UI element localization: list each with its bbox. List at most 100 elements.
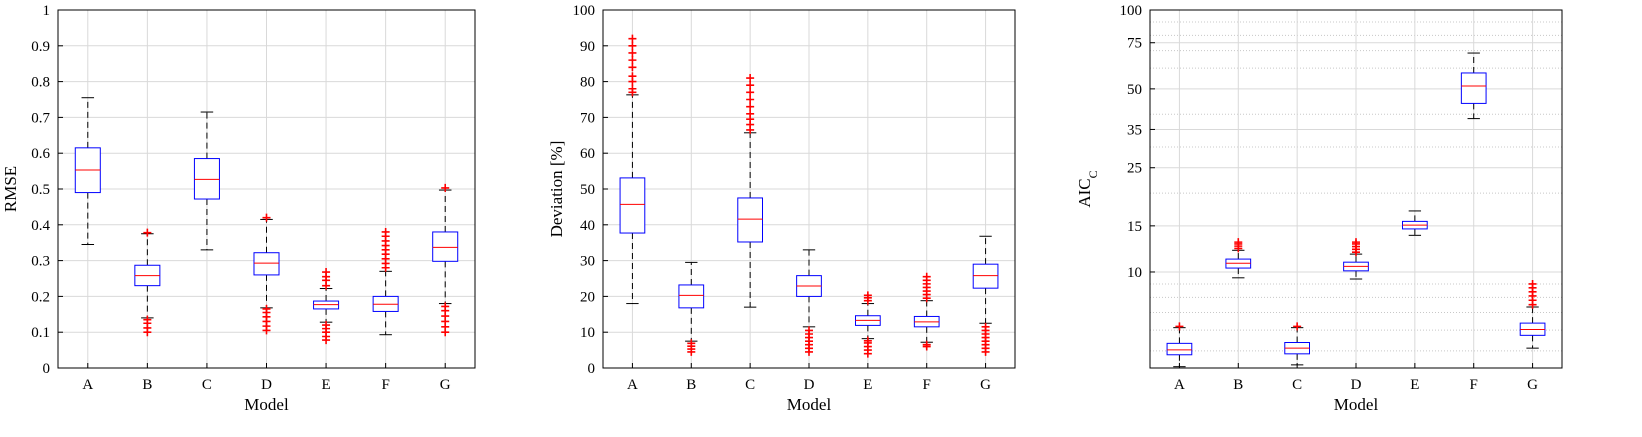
outlier-marker	[746, 109, 755, 118]
x-tick-label: D	[261, 377, 272, 393]
iqr-box	[1166, 342, 1193, 356]
outlier-marker	[628, 48, 637, 57]
axes-frame	[57, 9, 476, 369]
outlier-marker	[262, 213, 271, 222]
outlier-marker	[746, 74, 755, 83]
outlier-marker	[746, 81, 755, 90]
outlier-marker	[322, 321, 331, 330]
x-tick-label: F	[1470, 377, 1478, 393]
outlier-marker	[1352, 238, 1360, 247]
outlier-marker	[441, 183, 450, 192]
y-tick-label: 0.3	[31, 254, 50, 270]
outlier-marker	[981, 322, 990, 331]
iqr-box	[972, 263, 999, 289]
outlier-marker	[262, 304, 271, 313]
outlier-marker	[922, 340, 931, 349]
iqr-box	[619, 177, 646, 234]
iqr-box	[678, 284, 705, 309]
outlier-marker	[628, 84, 637, 93]
x-tick-label: C	[745, 377, 755, 393]
x-axis-label: Model	[1334, 395, 1379, 414]
outlier-marker	[143, 228, 152, 237]
outlier-marker	[143, 315, 152, 324]
iqr-box	[253, 252, 280, 276]
x-tick-label: B	[142, 377, 152, 393]
outlier-marker	[628, 56, 637, 65]
outlier-marker	[1234, 238, 1243, 247]
outlier-marker	[1175, 322, 1184, 331]
x-axis-label: Model	[244, 395, 289, 414]
x-tick-label: A	[82, 377, 93, 393]
x-tick-label: F	[923, 377, 931, 393]
outlier-marker	[746, 95, 755, 104]
y-tick-label: 10	[1127, 265, 1142, 281]
outlier-marker	[628, 63, 637, 72]
y-tick-label: 80	[580, 75, 595, 91]
y-axis-label-subscript: C	[1086, 170, 1100, 178]
x-tick-label: G	[440, 377, 451, 393]
y-tick-label: 40	[580, 218, 595, 234]
outlier-marker	[746, 102, 755, 111]
y-tick-label: 10	[580, 325, 595, 341]
y-tick-label: 20	[580, 289, 595, 305]
axes-frame	[602, 9, 1016, 369]
y-tick-label: 0.4	[31, 218, 50, 234]
y-tick-label: 0.2	[31, 289, 50, 305]
x-tick-label: A	[1174, 377, 1185, 393]
y-tick-label: 75	[1127, 36, 1142, 52]
outlier-marker	[628, 34, 637, 43]
y-tick-label: 0.9	[31, 39, 50, 55]
iqr-box	[193, 158, 220, 200]
x-tick-label: G	[1527, 377, 1538, 393]
x-tick-label: E	[321, 377, 330, 393]
y-tick-label: 0.7	[31, 110, 50, 126]
rmse-panel: 0 0.1 0.2 0.3 0.4 0.5 0.6 0.7 0.8 0.9 1 A B C D E F G Mode…	[1, 3, 476, 414]
x-tick-label: G	[980, 377, 991, 393]
outlier-marker	[381, 227, 390, 236]
x-axis-label: Model	[787, 395, 832, 414]
y-tick-label: 0.5	[31, 182, 50, 198]
y-tick-label: 90	[580, 39, 595, 55]
outlier-marker	[863, 336, 872, 345]
outlier-marker	[922, 272, 931, 281]
y-tick-label: 30	[580, 254, 595, 270]
x-tick-label: F	[381, 377, 389, 393]
y-tick-label: 0.1	[31, 325, 50, 341]
x-tick-label: E	[1410, 377, 1419, 393]
iqr-box	[1460, 72, 1487, 104]
y-axis-label: RMSE	[1, 166, 20, 212]
x-tick-label: B	[686, 377, 696, 393]
y-tick-label: 0.8	[31, 75, 50, 91]
x-tick-label: D	[1351, 377, 1362, 393]
iqr-box	[737, 197, 764, 243]
x-tick-label: D	[804, 377, 815, 393]
y-axis-label: AICC	[1075, 170, 1100, 207]
y-tick-label: 100	[1120, 3, 1143, 19]
y-tick-label: 70	[580, 110, 595, 126]
deviation-panel: 0 10 20 30 40 50 60 70 80 90 100 A B C D E F G Model Deviat…	[547, 3, 1016, 414]
aicc-panel: 10 15 25 35 50 75 100 A B C D E F G Model AICC	[1075, 3, 1563, 414]
y-tick-label: 1	[43, 3, 51, 19]
iqr-box	[432, 231, 459, 262]
outlier-marker	[805, 326, 813, 335]
y-tick-label: 0	[588, 361, 596, 377]
outlier-marker	[746, 88, 755, 97]
x-tick-label: C	[202, 377, 212, 393]
outlier-marker	[687, 339, 696, 348]
y-axis-label: Deviation [%]	[547, 141, 566, 238]
outlier-marker	[1528, 279, 1537, 288]
y-tick-label: 100	[573, 3, 596, 19]
y-tick-label: 25	[1127, 161, 1142, 177]
x-tick-label: C	[1292, 377, 1302, 393]
axes-frame	[1149, 9, 1563, 369]
y-tick-label: 50	[1127, 82, 1142, 98]
y-tick-label: 0	[43, 361, 51, 377]
y-tick-label: 0.6	[31, 146, 50, 162]
outlier-marker	[628, 72, 637, 81]
x-tick-label: E	[863, 377, 872, 393]
outlier-marker	[863, 291, 872, 300]
y-tick-label: 35	[1127, 122, 1142, 138]
y-tick-label: 60	[580, 146, 595, 162]
outlier-marker	[441, 302, 450, 311]
